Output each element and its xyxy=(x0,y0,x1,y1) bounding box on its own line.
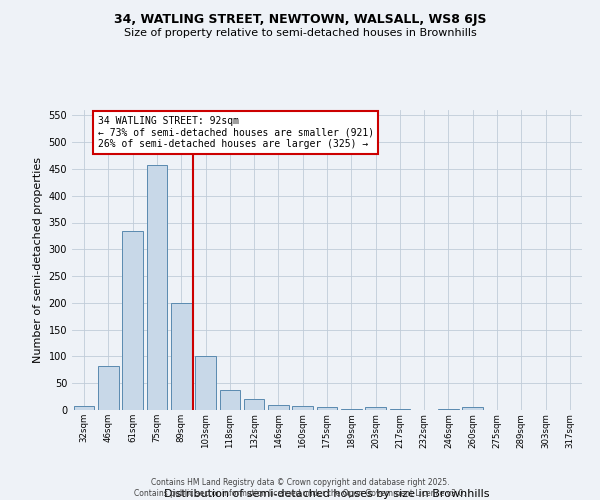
Bar xyxy=(220,390,240,410)
Bar xyxy=(146,164,167,410)
Bar xyxy=(74,406,94,410)
Bar xyxy=(268,404,289,410)
Y-axis label: Number of semi-detached properties: Number of semi-detached properties xyxy=(33,157,43,363)
Bar xyxy=(171,303,191,410)
Bar xyxy=(365,408,386,410)
Bar xyxy=(292,406,313,410)
Bar xyxy=(341,409,362,410)
Bar xyxy=(122,230,143,410)
Bar xyxy=(463,408,483,410)
Bar xyxy=(317,408,337,410)
Bar xyxy=(389,409,410,410)
Text: Contains HM Land Registry data © Crown copyright and database right 2025.
Contai: Contains HM Land Registry data © Crown c… xyxy=(134,478,466,498)
Text: 34, WATLING STREET, NEWTOWN, WALSALL, WS8 6JS: 34, WATLING STREET, NEWTOWN, WALSALL, WS… xyxy=(114,12,486,26)
Bar xyxy=(98,366,119,410)
Bar xyxy=(244,400,265,410)
Text: 34 WATLING STREET: 92sqm
← 73% of semi-detached houses are smaller (921)
26% of : 34 WATLING STREET: 92sqm ← 73% of semi-d… xyxy=(97,116,374,149)
Text: Size of property relative to semi-detached houses in Brownhills: Size of property relative to semi-detach… xyxy=(124,28,476,38)
Bar xyxy=(195,356,216,410)
X-axis label: Distribution of semi-detached houses by size in Brownhills: Distribution of semi-detached houses by … xyxy=(164,490,490,500)
Bar xyxy=(438,409,459,410)
